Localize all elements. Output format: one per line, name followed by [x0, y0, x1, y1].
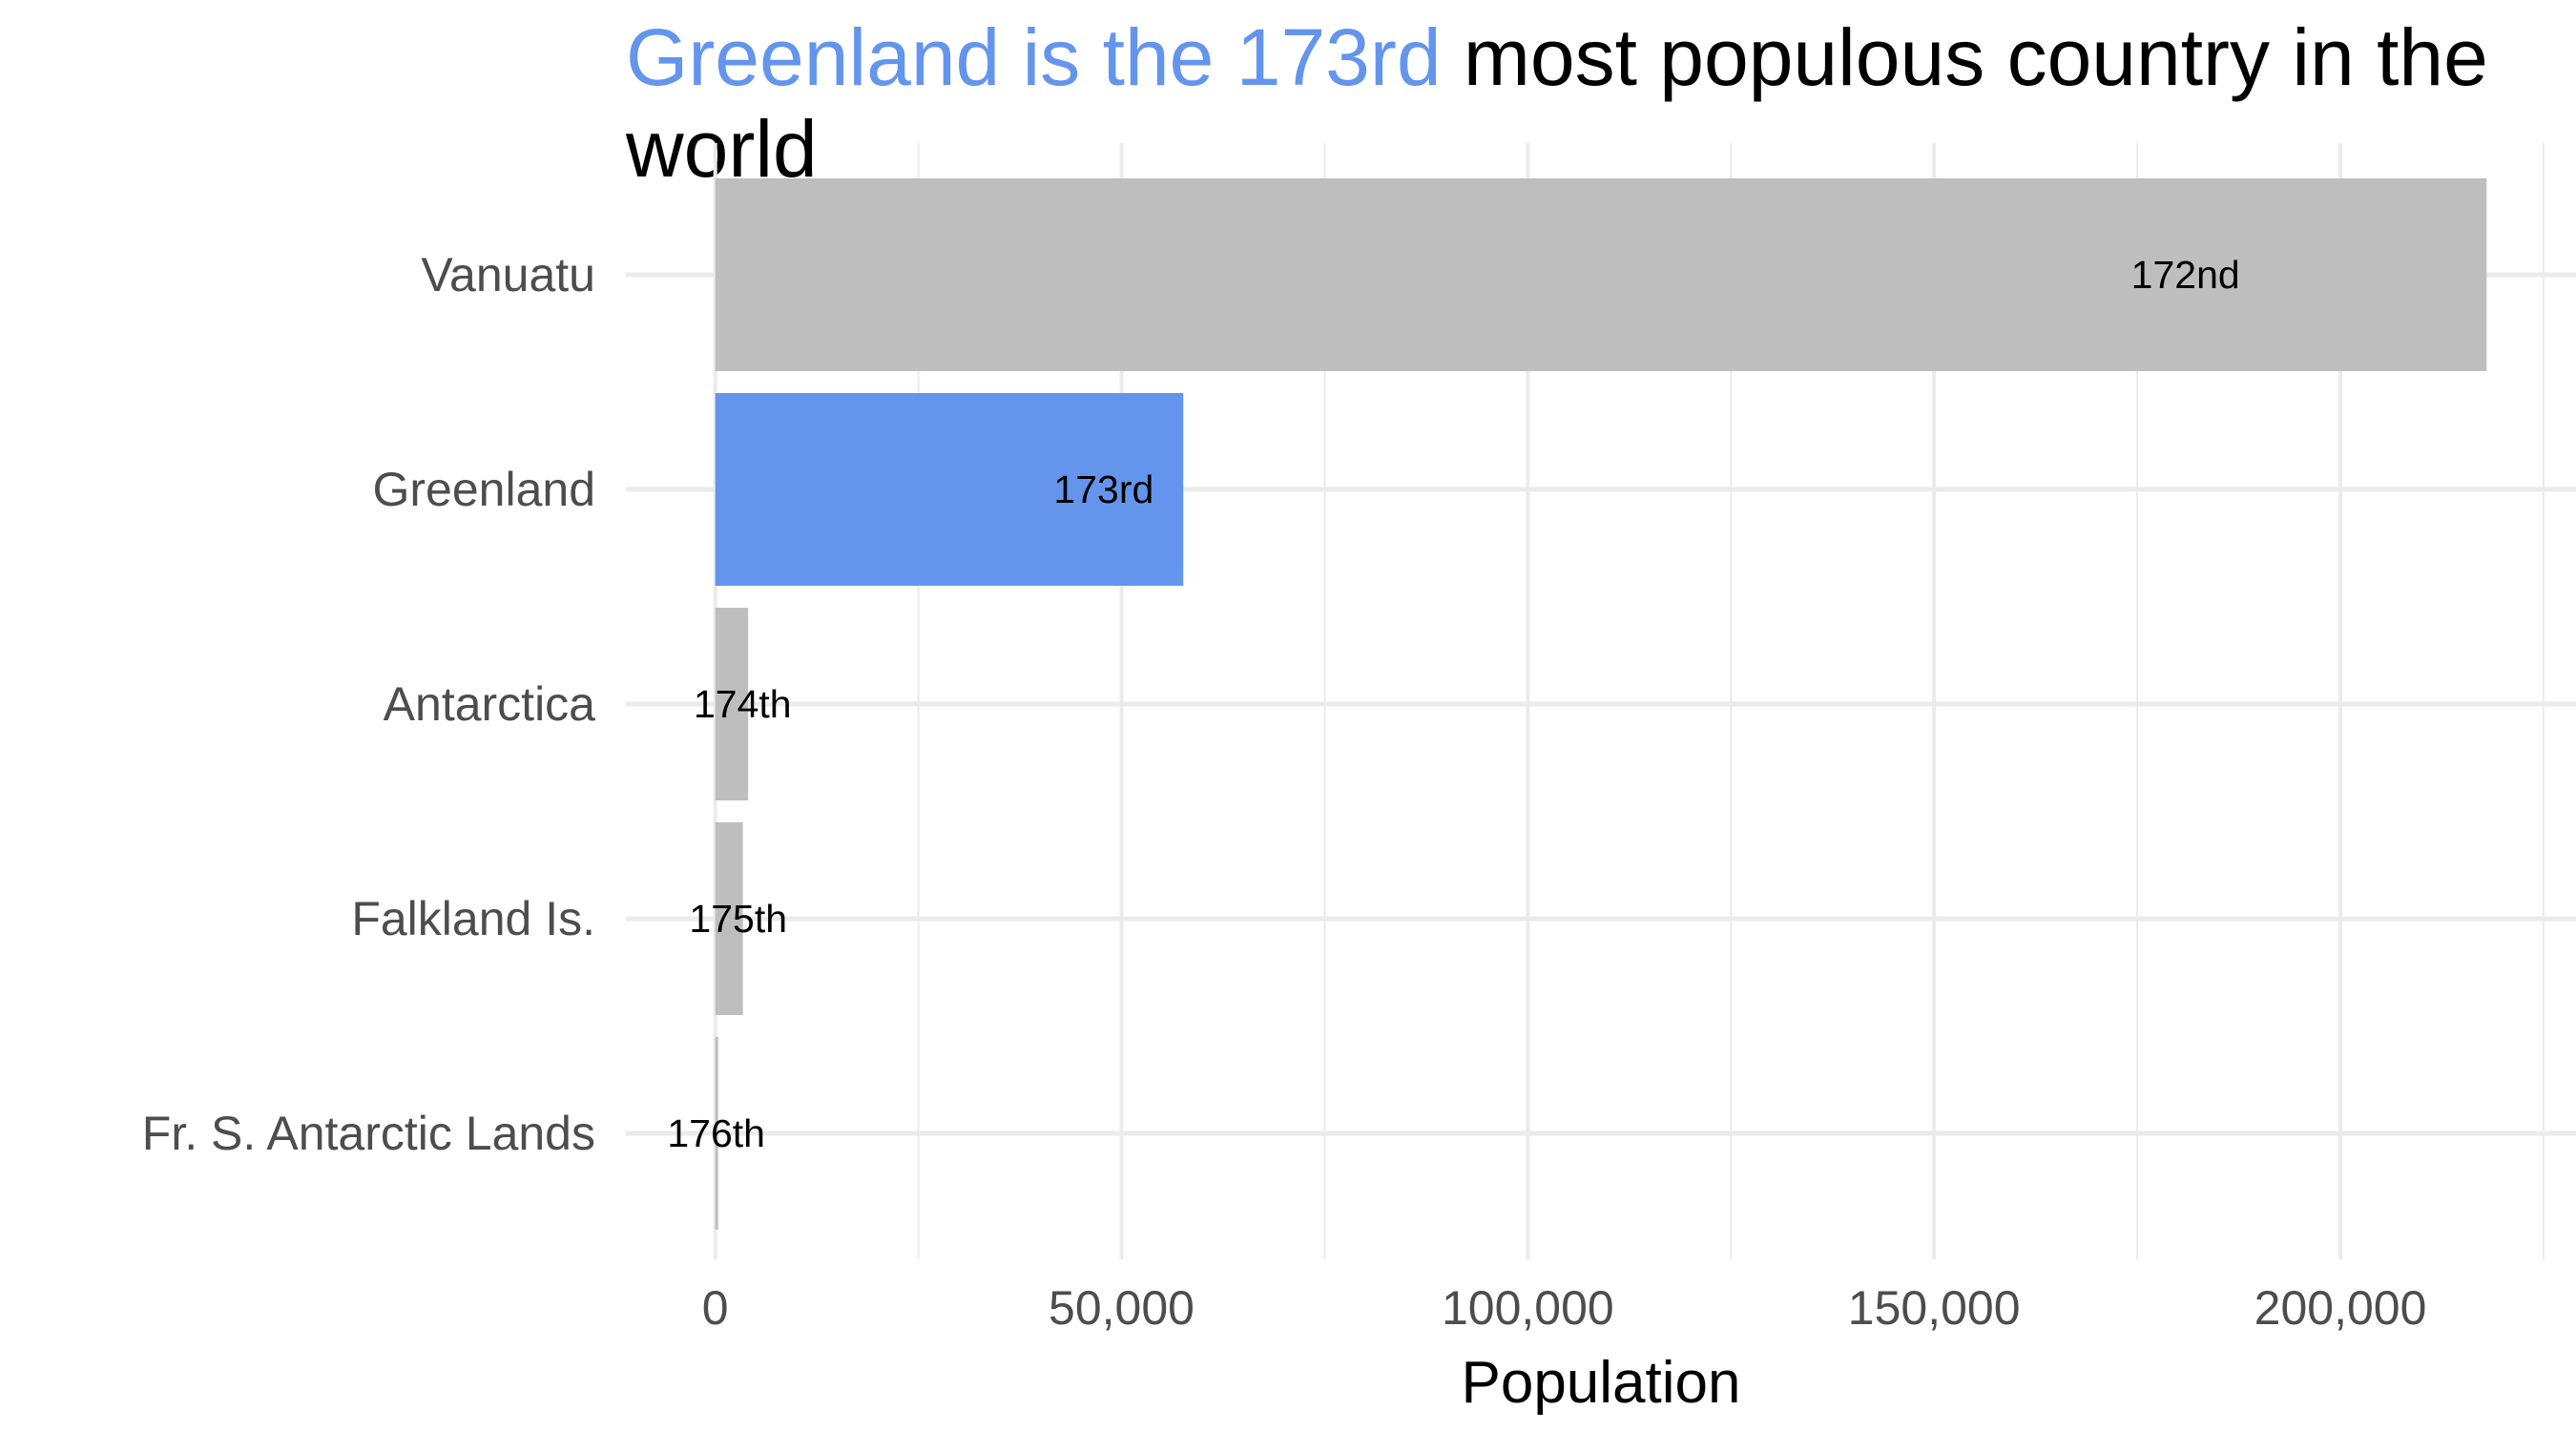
bar-greenland: [715, 393, 1184, 586]
chart-title-highlight: Greenland is the 173rd: [626, 12, 1442, 102]
bars: [715, 178, 2487, 1230]
chart-title: Greenland is the 173rd most populous cou…: [626, 11, 2534, 195]
x-tick-label: 0: [702, 1281, 729, 1335]
bar-label: 174th: [694, 682, 792, 726]
y-tick-label: Vanuatu: [421, 248, 595, 301]
x-tick-label: 50,000: [1049, 1281, 1195, 1335]
x-tick-label: 100,000: [1442, 1281, 1614, 1335]
chart-title-rest: most populous country in the world: [626, 12, 2488, 194]
y-tick-label: Antarctica: [384, 677, 596, 731]
x-tick-label: 200,000: [2254, 1281, 2427, 1335]
x-tick-label: 150,000: [1848, 1281, 2021, 1335]
y-tick-label: Greenland: [373, 463, 596, 516]
y-tick-label: Fr. S. Antarctic Lands: [142, 1107, 595, 1160]
bar-label: 172nd: [2131, 253, 2240, 297]
bar-label: 175th: [689, 897, 787, 941]
bar-antarctica: [715, 608, 749, 800]
bar-labels: 172nd 173rd 174th 175th 176th: [667, 253, 2239, 1155]
bar-fr-s-antarctic-lands: [715, 1037, 718, 1230]
x-axis-title: Population: [1461, 1350, 1740, 1416]
x-axis-tick-labels: 0 50,000 100,000 150,000 200,000: [702, 1281, 2427, 1335]
y-axis-tick-labels: Vanuatu Greenland Antarctica Falkland Is. Fr…: [142, 248, 595, 1160]
bar-label: 173rd: [1053, 467, 1153, 511]
y-tick-label: Falkland Is.: [351, 892, 595, 945]
bar-label: 176th: [667, 1111, 765, 1155]
bar-falkland-is-: [715, 822, 743, 1015]
bar-vanuatu: [715, 178, 2487, 371]
